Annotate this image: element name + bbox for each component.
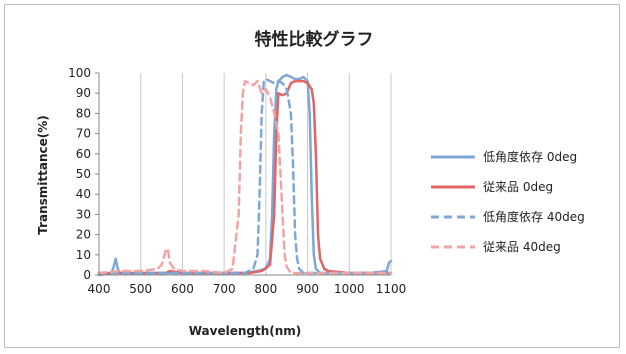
x-tick-label: 1100 (376, 282, 407, 296)
y-tick-label: 100 (68, 66, 91, 80)
axis-layer: 0 10 20 30 40 50 60 70 80 90 100 400 500 600 700 800 900… (68, 66, 406, 296)
series-line-4 (97, 79, 393, 275)
y-tick-label: 80 (76, 106, 91, 120)
series-layer (97, 73, 393, 277)
legend-label-1: 低角度依存 0deg (483, 149, 577, 164)
y-tick-label: 40 (76, 187, 91, 201)
y-tick-label: 20 (76, 228, 91, 242)
series-line-1 (97, 73, 393, 277)
x-tick-label: 800 (254, 282, 277, 296)
y-tick-label: 90 (76, 86, 91, 100)
y-tick-label: 70 (76, 127, 91, 141)
legend-label-3: 低角度依存 40deg (483, 209, 585, 224)
y-tick-label: 0 (83, 268, 91, 282)
x-tick-label: 900 (296, 282, 319, 296)
x-tick-label: 600 (171, 282, 194, 296)
series-line-2 (97, 79, 393, 275)
x-axis-title: Wavelength(nm) (189, 324, 302, 338)
x-tick-label: 400 (88, 282, 111, 296)
y-tick-label: 30 (76, 207, 91, 221)
grid-layer (98, 73, 392, 275)
chart-frame: 特性比較グラフ 0 10 20 30 40 50 60 70 80 90 100 400 500 600 7… (4, 4, 620, 348)
x-tick-label: 500 (129, 282, 152, 296)
chart-svg: 特性比較グラフ 0 10 20 30 40 50 60 70 80 90 100 400 500 600 7… (36, 29, 585, 338)
y-axis-title: Transmittance(%) (36, 115, 50, 235)
chart-title: 特性比較グラフ (255, 29, 374, 50)
y-tick-label: 10 (76, 248, 91, 262)
legend-label-4: 従来品 40deg (483, 240, 561, 254)
legend: 低角度依存 0deg 従来品 0deg 低角度依存 40deg 従来品 40deg (431, 149, 585, 254)
legend-label-2: 従来品 0deg (483, 180, 553, 194)
x-tick-label: 1000 (334, 282, 365, 296)
x-tick-label: 700 (213, 282, 236, 296)
y-tick-label: 50 (76, 167, 91, 181)
y-tick-label: 60 (76, 147, 91, 161)
series-line-3 (97, 77, 393, 275)
